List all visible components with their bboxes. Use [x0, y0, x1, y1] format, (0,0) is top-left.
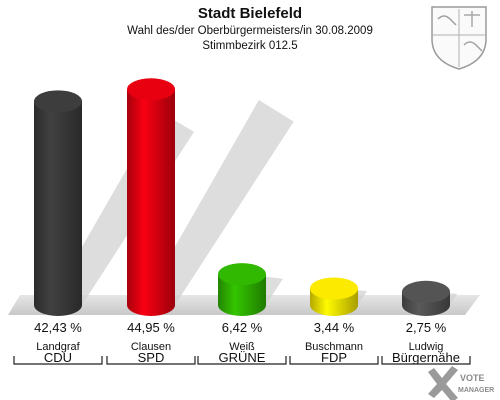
candidate-label: Ludwig	[409, 341, 444, 353]
bar-top	[310, 277, 358, 300]
value-label: 42,43 %	[34, 320, 82, 335]
bar-top	[127, 78, 175, 101]
party-label: Bürgernähe	[392, 350, 460, 365]
chart-title: Stadt Bielefeld	[198, 5, 302, 22]
value-label: 44,95 %	[127, 320, 175, 335]
party-label: SPD	[138, 350, 165, 365]
bar-body	[218, 274, 266, 316]
chart-subtitle: Wahl des/der Oberbürgermeisters/in 30.08…	[127, 25, 373, 37]
candidate-label: Clausen	[131, 341, 171, 353]
value-label: 3,44 %	[314, 320, 355, 335]
party-label: GRÜNE	[219, 350, 266, 365]
party-bracket	[13, 356, 103, 365]
party-bracket	[289, 356, 379, 365]
party-label: FDP	[321, 350, 347, 365]
bar-top	[34, 90, 82, 113]
checkmark-x-icon	[428, 366, 458, 400]
party-label: CDU	[44, 350, 72, 365]
bar-spd	[127, 78, 175, 317]
chart-subtitle-district: Stimmbezirk 012.5	[202, 40, 297, 52]
value-label: 6,42 %	[222, 320, 263, 335]
bar-top	[218, 263, 266, 286]
party-bracket	[106, 356, 196, 365]
bar-top	[402, 280, 450, 303]
bar-bürgernähe	[402, 280, 450, 316]
bar-body	[34, 101, 82, 316]
candidate-label: Weiß	[229, 341, 255, 353]
candidate-label: Buschmann	[305, 341, 363, 353]
bar-body	[127, 89, 175, 317]
bar-grüne	[218, 263, 266, 316]
party-bracket	[381, 356, 471, 365]
brand-vote: VOTE	[460, 373, 485, 383]
vote-manager-logo: VOTE MANAGER	[428, 366, 494, 400]
value-label: 2,75 %	[406, 320, 447, 335]
coat-of-arms-icon	[431, 6, 487, 70]
bar-fdp	[310, 277, 358, 316]
party-bracket	[197, 356, 287, 365]
candidate-label: Landgraf	[36, 341, 80, 353]
bar-shadow	[145, 100, 294, 305]
bar-cdu	[34, 90, 82, 316]
brand-manager: MANAGER	[458, 387, 494, 394]
